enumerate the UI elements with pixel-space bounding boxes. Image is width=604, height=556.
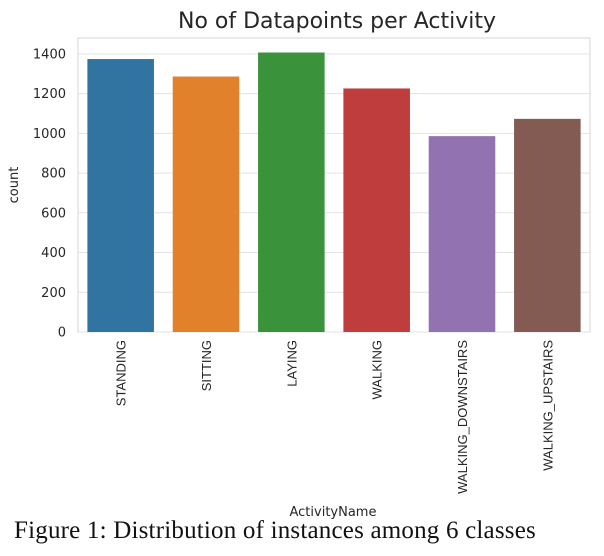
figure-caption: Figure 1: Distribution of instances amon… xyxy=(14,517,536,544)
x-tick-labels: STANDING SITTING LAYING WALKING WALKING_DOWN… xyxy=(114,340,556,494)
y-tick-label: 600 xyxy=(41,206,66,221)
y-tick-label: 400 xyxy=(41,246,66,261)
bar-standing xyxy=(87,59,154,332)
plot-area xyxy=(77,37,591,333)
y-tick-label: 1200 xyxy=(33,87,66,102)
x-axis-label: ActivityName xyxy=(290,505,377,520)
y-tick-labels: 0 200 400 600 800 1000 1200 1400 xyxy=(33,47,66,340)
bar-walking-downstairs xyxy=(428,136,496,332)
x-tick-label: WALKING_DOWNSTAIRS xyxy=(455,340,470,494)
x-tick-label: SITTING xyxy=(199,340,214,391)
bar-sitting xyxy=(172,76,240,332)
y-tick-label: 1000 xyxy=(33,127,66,142)
bar-walking-upstairs xyxy=(514,118,581,332)
y-tick-label: 0 xyxy=(58,326,66,341)
y-tick-label: 1400 xyxy=(33,47,66,62)
bars xyxy=(87,52,581,333)
grid-lines xyxy=(78,53,590,333)
y-tick-label: 800 xyxy=(41,167,66,182)
x-tick-label: WALKING xyxy=(370,340,385,399)
chart-title: No of Datapoints per Activity xyxy=(178,9,496,34)
x-tick-label: WALKING_UPSTAIRS xyxy=(540,340,555,471)
x-tick-label: LAYING xyxy=(284,340,299,387)
x-tick-label: STANDING xyxy=(114,340,129,406)
bar-walking xyxy=(343,88,410,332)
y-tick-label: 200 xyxy=(41,286,66,301)
y-axis-label: count xyxy=(7,167,22,204)
bar-laying xyxy=(258,52,325,333)
